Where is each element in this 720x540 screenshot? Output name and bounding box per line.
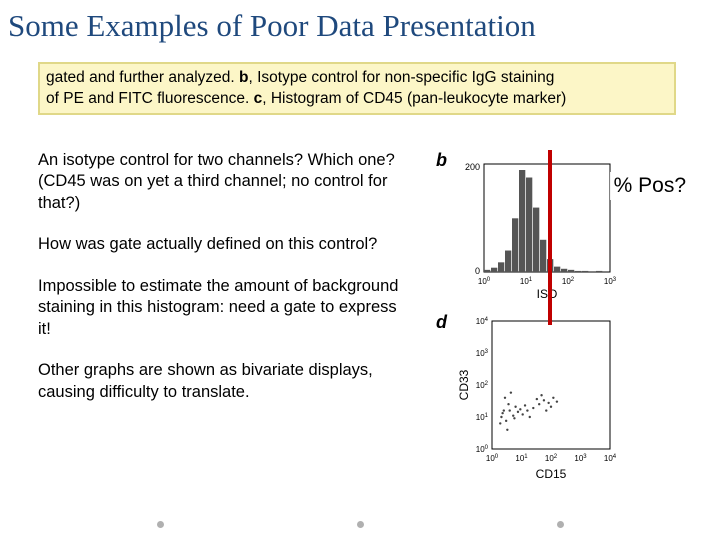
- paragraph-3: Impossible to estimate the amount of bac…: [38, 276, 413, 340]
- dot-icon: [157, 521, 164, 528]
- slide-title: Some Examples of Poor Data Presentation: [0, 0, 720, 44]
- graph-column: % Pos? b 200 0 100 101 102 103 ISO d 100 101…: [428, 150, 700, 423]
- percent-pos-annotation: % Pos?: [610, 172, 690, 200]
- svg-text:CD33: CD33: [458, 369, 471, 400]
- excerpt-highlight: gated and further analyzed. b, Isotype c…: [38, 62, 676, 116]
- dot-icon: [357, 521, 364, 528]
- svg-text:102: 102: [545, 454, 558, 463]
- panel-label-b: b: [436, 150, 447, 171]
- svg-text:CD15: CD15: [536, 467, 567, 481]
- svg-text:0: 0: [475, 266, 480, 276]
- svg-text:101: 101: [476, 413, 489, 422]
- svg-text:101: 101: [515, 454, 528, 463]
- scatter-plot-d: 100 101 102 103 104 100 101 102 103 104 CD15 CD3…: [458, 315, 616, 485]
- svg-text:100: 100: [486, 454, 499, 463]
- histogram-plot-b: 200 0 100 101 102 103 ISO: [458, 156, 616, 304]
- svg-text:103: 103: [476, 349, 489, 358]
- red-gate-line: [548, 150, 552, 325]
- svg-text:ISO: ISO: [537, 287, 558, 301]
- text-column: An isotype control for two channels? Whi…: [38, 150, 428, 423]
- excerpt-text: , Isotype control for non-specific IgG s…: [249, 69, 555, 86]
- excerpt-bold-c: c: [254, 90, 263, 107]
- svg-text:100: 100: [476, 445, 489, 454]
- scatter-svg: 100 101 102 103 104 100 101 102 103 104 CD15 CD3…: [458, 315, 616, 485]
- excerpt-text: , Histogram of CD45 (pan-leukocyte marke…: [262, 90, 566, 107]
- paragraph-2: How was gate actually defined on this co…: [38, 234, 413, 255]
- excerpt-bold-b: b: [239, 69, 248, 86]
- paragraph-1: An isotype control for two channels? Whi…: [38, 150, 413, 214]
- svg-text:104: 104: [604, 454, 616, 463]
- svg-text:102: 102: [562, 277, 575, 286]
- svg-text:103: 103: [574, 454, 587, 463]
- dot-icon: [557, 521, 564, 528]
- svg-text:104: 104: [476, 317, 489, 326]
- svg-text:102: 102: [476, 381, 489, 390]
- svg-text:101: 101: [520, 277, 533, 286]
- panel-label-d: d: [436, 312, 447, 333]
- footer-dots: [0, 521, 720, 528]
- histogram-svg: 200 0 100 101 102 103 ISO: [458, 156, 616, 304]
- content-area: An isotype control for two channels? Whi…: [38, 150, 700, 423]
- svg-text:200: 200: [465, 162, 480, 172]
- svg-text:103: 103: [604, 277, 616, 286]
- excerpt-text: of PE and FITC fluorescence.: [46, 90, 254, 107]
- excerpt-text: gated and further analyzed.: [46, 69, 239, 86]
- svg-text:100: 100: [478, 277, 491, 286]
- paragraph-4: Other graphs are shown as bivariate disp…: [38, 360, 413, 403]
